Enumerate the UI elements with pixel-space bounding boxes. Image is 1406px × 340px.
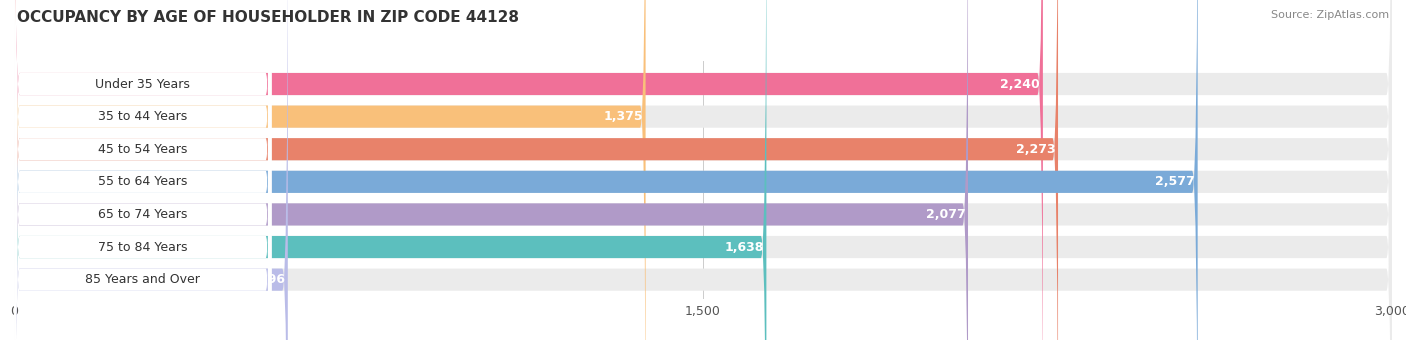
Text: 65 to 74 Years: 65 to 74 Years xyxy=(98,208,187,221)
Text: 75 to 84 Years: 75 to 84 Years xyxy=(98,240,187,254)
Text: 596: 596 xyxy=(259,273,285,286)
FancyBboxPatch shape xyxy=(14,0,1059,340)
FancyBboxPatch shape xyxy=(14,0,288,340)
FancyBboxPatch shape xyxy=(14,0,271,340)
Text: 55 to 64 Years: 55 to 64 Years xyxy=(98,175,187,188)
FancyBboxPatch shape xyxy=(14,0,766,340)
Text: 35 to 44 Years: 35 to 44 Years xyxy=(98,110,187,123)
Text: 1,375: 1,375 xyxy=(603,110,643,123)
FancyBboxPatch shape xyxy=(14,0,271,340)
FancyBboxPatch shape xyxy=(14,0,271,340)
Text: 85 Years and Over: 85 Years and Over xyxy=(86,273,200,286)
Text: 2,577: 2,577 xyxy=(1156,175,1195,188)
FancyBboxPatch shape xyxy=(14,0,271,340)
FancyBboxPatch shape xyxy=(14,0,271,340)
FancyBboxPatch shape xyxy=(14,0,967,340)
FancyBboxPatch shape xyxy=(14,0,1392,340)
FancyBboxPatch shape xyxy=(14,0,1392,340)
Text: OCCUPANCY BY AGE OF HOUSEHOLDER IN ZIP CODE 44128: OCCUPANCY BY AGE OF HOUSEHOLDER IN ZIP C… xyxy=(17,10,519,25)
Text: 45 to 54 Years: 45 to 54 Years xyxy=(98,143,187,156)
Text: Under 35 Years: Under 35 Years xyxy=(96,78,190,90)
FancyBboxPatch shape xyxy=(14,0,645,340)
Text: 2,273: 2,273 xyxy=(1015,143,1056,156)
FancyBboxPatch shape xyxy=(14,0,1043,340)
FancyBboxPatch shape xyxy=(14,0,1198,340)
FancyBboxPatch shape xyxy=(14,0,271,340)
FancyBboxPatch shape xyxy=(14,0,1392,340)
Text: 1,638: 1,638 xyxy=(724,240,763,254)
FancyBboxPatch shape xyxy=(14,0,1392,340)
FancyBboxPatch shape xyxy=(14,0,1392,340)
Text: 2,077: 2,077 xyxy=(925,208,966,221)
FancyBboxPatch shape xyxy=(14,0,1392,340)
FancyBboxPatch shape xyxy=(14,0,1392,340)
Text: 2,240: 2,240 xyxy=(1001,78,1040,90)
Text: Source: ZipAtlas.com: Source: ZipAtlas.com xyxy=(1271,10,1389,20)
FancyBboxPatch shape xyxy=(14,0,271,340)
